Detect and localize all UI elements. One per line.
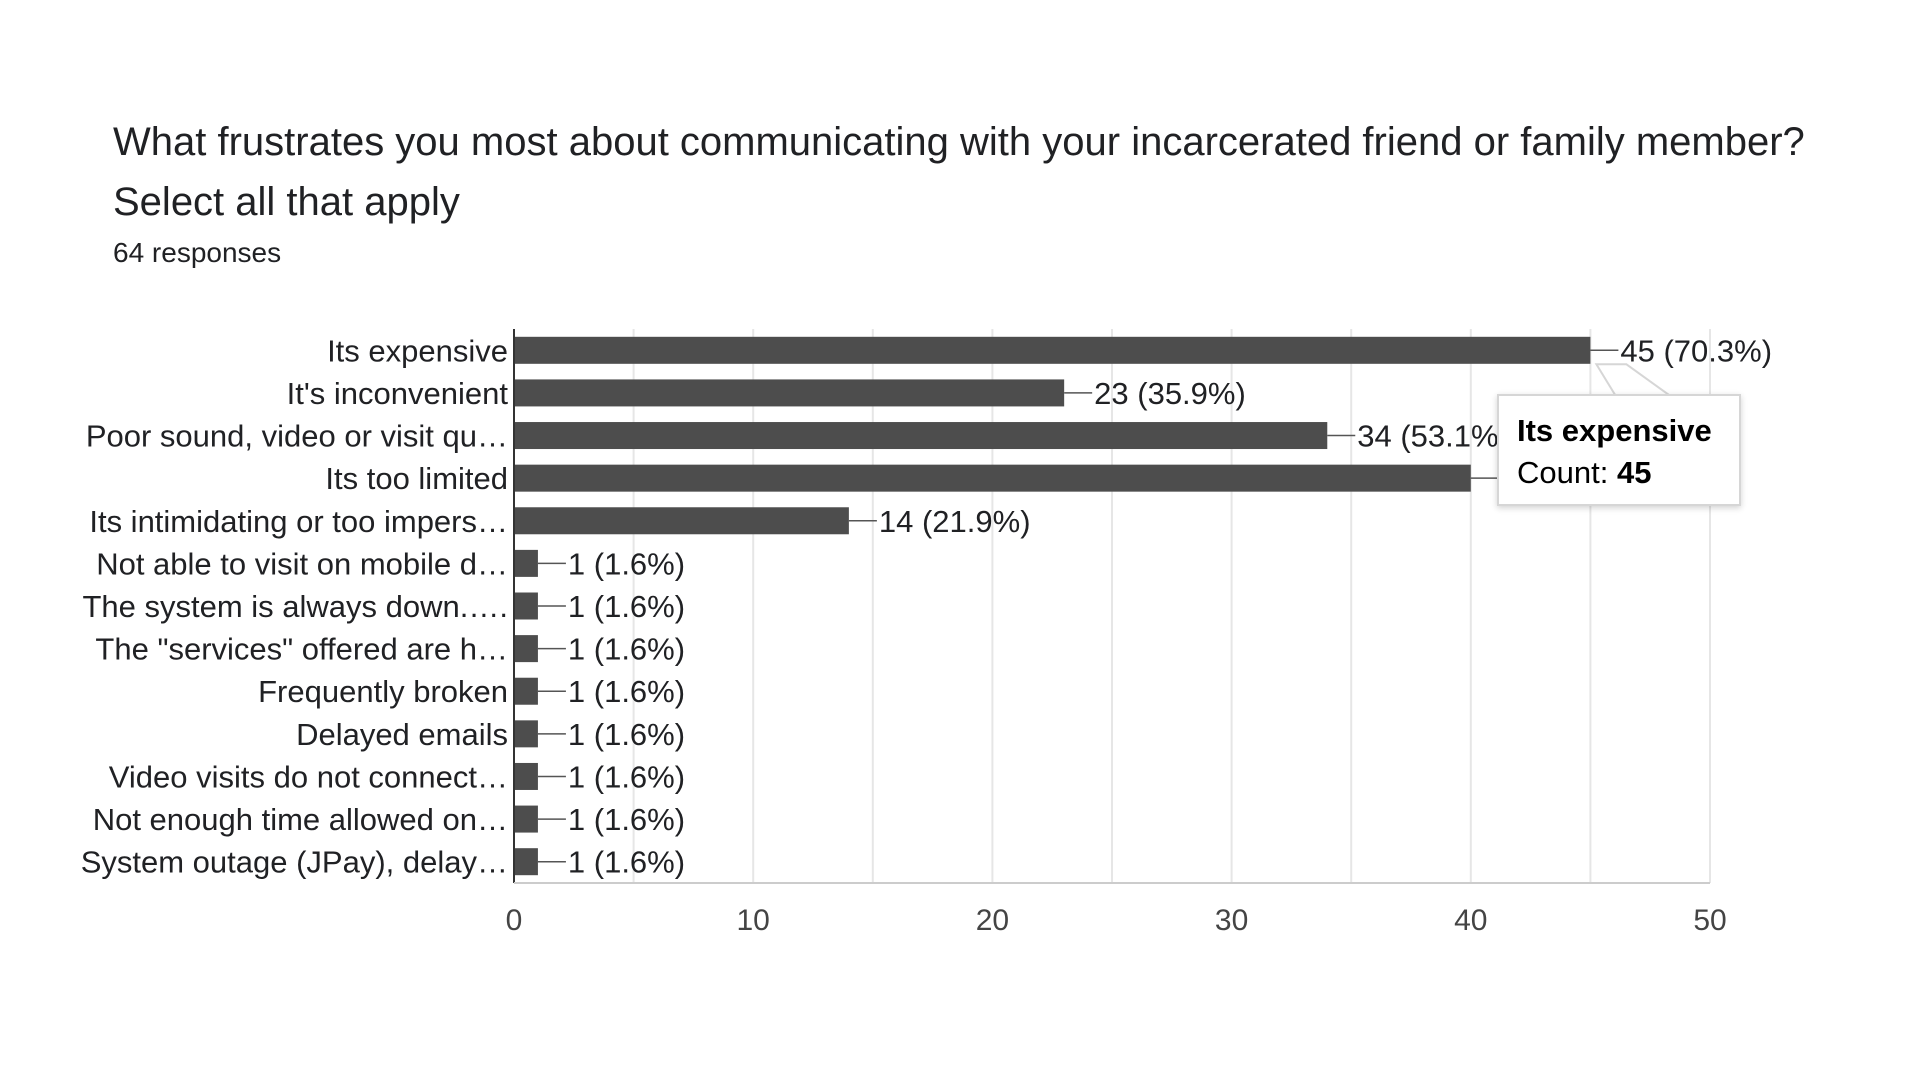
x-tick-label: 30	[1215, 904, 1248, 937]
x-tick-label: 40	[1454, 904, 1487, 937]
category-label: Delayed emails	[296, 717, 508, 752]
category-label: Its intimidating or too impers…	[89, 504, 508, 539]
bar	[514, 805, 538, 833]
bar	[514, 592, 538, 620]
data-label: 1 (1.6%)	[568, 759, 685, 794]
bar	[514, 720, 538, 748]
bar	[514, 507, 849, 535]
bar	[514, 762, 538, 790]
category-label: Not enough time allowed on…	[93, 802, 508, 837]
bar	[514, 336, 1591, 364]
data-label: 34 (53.1%	[1357, 419, 1498, 454]
tooltip-count-label: Count:	[1517, 455, 1609, 490]
data-label: 1 (1.6%)	[568, 546, 685, 581]
bars	[514, 336, 1591, 876]
category-label: Poor sound, video or visit qu…	[86, 419, 508, 454]
labels: 0 10 20 30 40 50 Its expensive 45 (70.3%) It's i…	[81, 333, 1772, 937]
data-label: 1 (1.6%)	[568, 632, 685, 667]
data-label: 45 (70.3%)	[1620, 333, 1772, 368]
category-label: Its expensive	[327, 333, 508, 368]
data-label: 1 (1.6%)	[568, 802, 685, 837]
category-label: Video visits do not connect…	[109, 759, 508, 794]
bar	[514, 464, 1471, 492]
response-count: 64 responses	[113, 237, 282, 268]
bar	[514, 635, 538, 663]
bar	[514, 848, 538, 876]
x-tick-label: 50	[1693, 904, 1726, 937]
category-label: The "services" offered are h…	[95, 632, 508, 667]
tooltip-title: Its expensive	[1517, 413, 1712, 448]
x-tick-label: 0	[506, 904, 523, 937]
data-label: 14 (21.9%)	[879, 504, 1031, 539]
bar	[514, 549, 538, 577]
tooltip-count: Count: 45	[1517, 452, 1721, 494]
data-label: 23 (35.9%)	[1094, 376, 1246, 411]
data-label: 1 (1.6%)	[568, 674, 685, 709]
x-tick-label: 20	[976, 904, 1009, 937]
bar-tooltip: Its expensive Count: 45	[1497, 394, 1741, 506]
bar	[514, 677, 538, 705]
bar	[514, 422, 1328, 450]
question-title: What frustrates you most about communica…	[113, 120, 1805, 224]
category-label: Its too limited	[325, 461, 508, 496]
category-label: Not able to visit on mobile d…	[96, 546, 508, 581]
data-label: 1 (1.6%)	[568, 845, 685, 880]
category-label: Frequently broken	[258, 674, 508, 709]
data-label: 1 (1.6%)	[568, 717, 685, 752]
x-tick-label: 10	[737, 904, 770, 937]
bar	[514, 379, 1065, 407]
category-label: It's inconvenient	[287, 376, 509, 411]
axes	[513, 329, 1710, 884]
data-label: 1 (1.6%)	[568, 589, 685, 624]
tooltip-count-value: 45	[1616, 455, 1652, 490]
category-label: System outage (JPay), delay…	[81, 845, 508, 880]
category-label: The system is always down.….	[82, 589, 508, 624]
